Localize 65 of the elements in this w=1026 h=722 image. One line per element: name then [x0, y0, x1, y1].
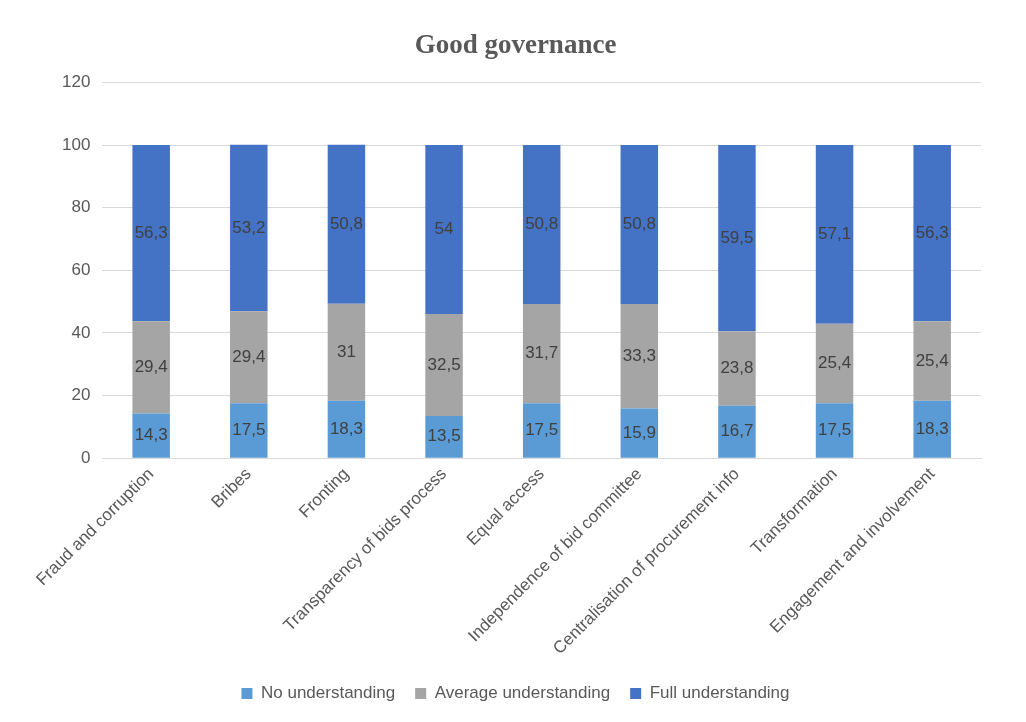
data-label: 25,4 — [915, 350, 949, 370]
y-tick-label: 120 — [61, 72, 91, 92]
y-tick-label: 80 — [71, 197, 91, 217]
data-label: 57,1 — [818, 224, 852, 244]
bar — [230, 311, 268, 404]
bar — [620, 145, 659, 305]
data-label: 32,5 — [427, 354, 461, 374]
y-tick-label: 40 — [71, 322, 91, 342]
data-label: 56,3 — [134, 222, 168, 242]
bar — [913, 400, 951, 458]
data-label: 17,5 — [818, 420, 852, 440]
chart-title: Good governance — [414, 29, 617, 60]
data-label: 29,4 — [134, 357, 168, 377]
bar — [327, 303, 366, 401]
data-label: 25,4 — [818, 353, 852, 373]
data-label: 54 — [434, 219, 454, 239]
data-label: 31 — [336, 342, 356, 362]
data-label: 13,5 — [427, 426, 461, 446]
legend-label: Full understanding — [649, 683, 790, 703]
bar — [718, 405, 756, 458]
bar — [425, 314, 463, 416]
data-label: 29,4 — [232, 347, 266, 367]
bar — [718, 331, 756, 406]
bar — [522, 403, 561, 458]
y-tick-label: 20 — [71, 385, 91, 405]
data-label: 31,7 — [525, 343, 559, 363]
bar — [132, 145, 170, 322]
bar — [620, 304, 659, 409]
bar — [913, 321, 951, 401]
data-label: 17,5 — [525, 420, 559, 440]
y-tick-label: 60 — [71, 259, 91, 279]
data-label: 17,5 — [232, 420, 266, 440]
data-label: 16,7 — [720, 421, 754, 441]
bar — [913, 145, 951, 322]
bar — [132, 413, 170, 458]
legend-label: No understanding — [260, 683, 396, 703]
bar — [230, 403, 268, 458]
bar — [327, 144, 366, 304]
y-tick-label: 100 — [61, 134, 91, 154]
y-tick-label: 0 — [80, 447, 91, 467]
data-label: 59,5 — [720, 227, 754, 247]
bar — [620, 408, 659, 458]
data-label: 23,8 — [720, 358, 754, 378]
data-label: 14,3 — [134, 425, 168, 445]
bar — [718, 145, 756, 332]
data-label: 15,9 — [622, 422, 656, 442]
data-label: 56,3 — [915, 222, 949, 242]
bar — [522, 145, 561, 305]
bar — [327, 400, 366, 458]
data-label: 50,8 — [525, 214, 559, 234]
data-label: 53,2 — [232, 217, 266, 237]
bar — [815, 323, 854, 404]
bar — [522, 304, 561, 404]
bar — [132, 321, 170, 414]
bar — [425, 415, 463, 458]
legend-label: Average understanding — [434, 683, 611, 703]
data-label: 18,3 — [329, 418, 363, 438]
bar — [425, 145, 463, 315]
bar — [230, 144, 268, 312]
data-label: 18,3 — [915, 418, 949, 438]
data-label: 33,3 — [622, 345, 656, 365]
bar — [815, 403, 854, 458]
data-label: 50,8 — [329, 213, 363, 233]
bar — [815, 145, 854, 324]
data-label: 50,8 — [622, 214, 656, 234]
